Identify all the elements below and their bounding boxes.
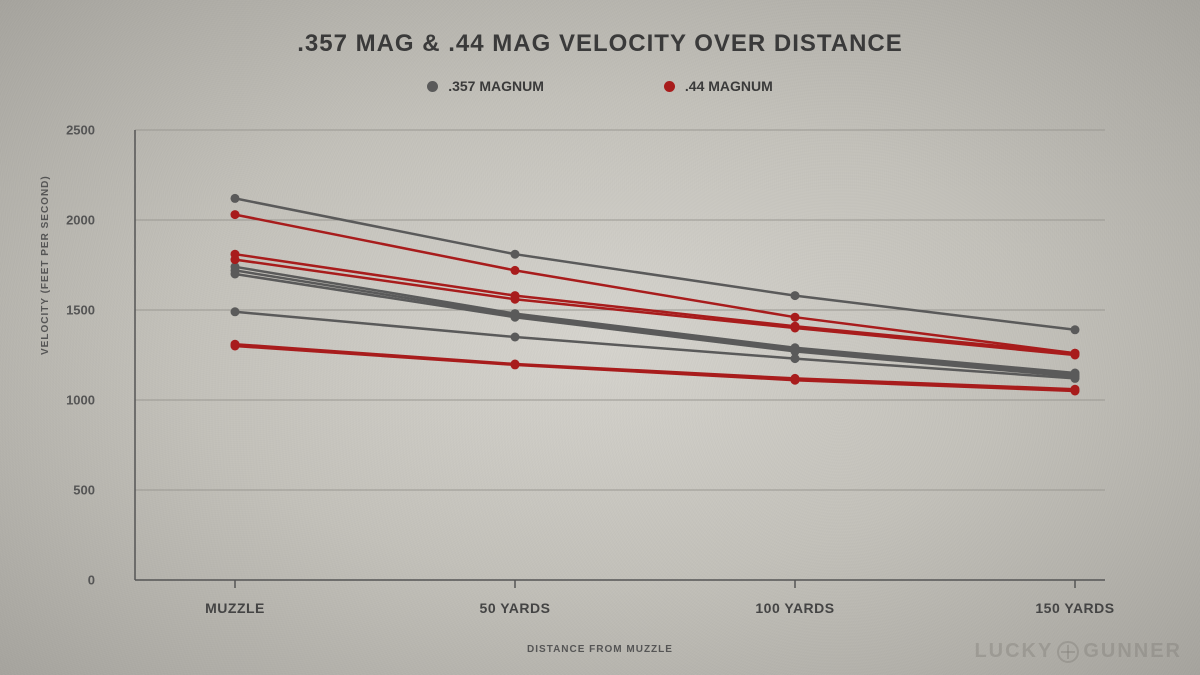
y-tick-label: 2000 — [66, 213, 95, 228]
data-point — [231, 210, 240, 219]
data-point — [511, 360, 520, 369]
legend: .357 MAGNUM .44 MAGNUM — [0, 78, 1200, 94]
data-point — [1071, 387, 1080, 396]
series-line — [235, 267, 1075, 373]
data-point — [511, 250, 520, 259]
data-point — [231, 307, 240, 316]
data-point — [511, 295, 520, 304]
x-tick-label: 50 YARDS — [480, 600, 551, 616]
data-point — [791, 324, 800, 333]
watermark-text-left: LUCKY — [974, 640, 1053, 663]
data-point — [1071, 374, 1080, 383]
legend-item-357: .357 MAGNUM — [427, 78, 544, 94]
data-point — [1071, 325, 1080, 334]
legend-dot-icon — [664, 81, 675, 92]
chart-svg — [105, 120, 1125, 590]
data-point — [791, 376, 800, 385]
chart-title: .357 MAG & .44 MAG VELOCITY OVER DISTANC… — [0, 30, 1200, 58]
series-line — [235, 312, 1075, 379]
legend-item-44: .44 MAGNUM — [664, 78, 773, 94]
data-point — [231, 255, 240, 264]
data-point — [511, 313, 520, 322]
legend-dot-icon — [427, 81, 438, 92]
data-point — [791, 354, 800, 363]
y-tick-label: 1500 — [66, 303, 95, 318]
y-tick-label: 500 — [73, 483, 95, 498]
chart-plot-area — [105, 120, 1125, 590]
x-tick-label: 100 YARDS — [755, 600, 834, 616]
legend-label: .44 MAGNUM — [685, 78, 773, 94]
y-tick-label: 0 — [88, 573, 95, 588]
data-point — [231, 194, 240, 203]
data-point — [511, 266, 520, 275]
data-point — [231, 270, 240, 279]
data-point — [1071, 351, 1080, 360]
y-tick-label: 1000 — [66, 393, 95, 408]
series-line — [235, 254, 1075, 353]
data-point — [791, 313, 800, 322]
crosshair-icon — [1057, 641, 1079, 663]
data-point — [511, 333, 520, 342]
watermark-text-right: GUNNER — [1083, 640, 1182, 663]
watermark: LUCKY GUNNER — [974, 640, 1182, 663]
y-tick-label: 2500 — [66, 123, 95, 138]
legend-label: .357 MAGNUM — [448, 78, 544, 94]
x-tick-label: MUZZLE — [205, 600, 265, 616]
data-point — [231, 342, 240, 351]
series-line — [235, 344, 1075, 389]
y-axis-label: VELOCITY (FEET PER SECOND) — [40, 175, 51, 355]
data-point — [791, 291, 800, 300]
x-tick-label: 150 YARDS — [1035, 600, 1114, 616]
